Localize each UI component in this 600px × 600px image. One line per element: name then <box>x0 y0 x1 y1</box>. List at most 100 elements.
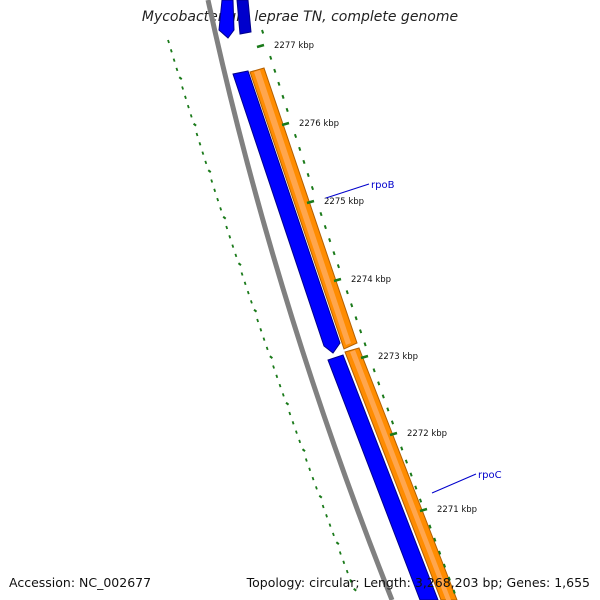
gene-feature-forward-2-highlight <box>350 350 451 600</box>
kbp-tick-mark <box>360 354 369 360</box>
backbone-line <box>205 0 395 600</box>
rpoC-leader-line <box>431 473 477 494</box>
minor-tick <box>319 212 323 217</box>
dotted-track-mark <box>315 486 318 490</box>
genome-summary-text: Topology: circular; Length: 3,268,203 bp… <box>246 575 590 590</box>
dotted-track-mark <box>175 67 179 72</box>
dotted-track-mark <box>304 458 308 462</box>
gene-label-rpoC: rpoC <box>478 470 502 481</box>
dotted-track-mark <box>201 151 205 155</box>
minor-tick <box>442 563 447 568</box>
gene-feature-reverse-top-2 <box>236 0 252 35</box>
minor-tick <box>285 107 289 112</box>
kbp-tick-label: 2272 kbp <box>407 429 447 439</box>
dotted-track-mark <box>353 587 357 592</box>
dotted-track-mark <box>178 76 183 80</box>
minor-tick <box>381 394 385 399</box>
kbp-tick-label: 2277 kbp <box>274 41 314 51</box>
dotted-track-mark <box>213 188 217 193</box>
kbp-tick-mark <box>281 121 290 127</box>
dotted-track-mark <box>318 494 323 499</box>
dotted-track-mark <box>240 272 244 276</box>
dotted-track-mark <box>301 448 306 452</box>
gene-feature-reverse-1 <box>232 70 341 354</box>
dotted-track-mark <box>243 281 247 286</box>
dotted-track-mark <box>210 179 214 183</box>
minor-tick <box>419 498 423 503</box>
minor-tick <box>377 381 381 386</box>
gene-label-rpoB: rpoB <box>371 180 395 191</box>
kbp-tick-label: 2271 kbp <box>437 505 477 515</box>
dotted-track-mark <box>186 104 190 109</box>
minor-tick <box>345 290 349 295</box>
dotted-track-mark <box>246 290 250 295</box>
dotted-track-mark <box>204 160 208 165</box>
minor-tick <box>302 159 306 165</box>
dotted-track-mark <box>321 504 325 509</box>
minor-tick <box>359 329 363 334</box>
dotted-track-mark <box>335 541 340 545</box>
dotted-track-mark <box>349 579 353 583</box>
minor-tick <box>277 81 281 86</box>
minor-tick <box>298 146 302 152</box>
kbp-tick-label: 2276 kbp <box>299 119 339 129</box>
dotted-track-mark <box>278 383 282 388</box>
dotted-track-mark <box>295 430 298 434</box>
dotted-track-mark <box>342 560 346 565</box>
kbp-tick-mark <box>419 507 428 513</box>
dotted-track-mark <box>192 122 197 127</box>
dotted-track-mark <box>345 569 349 574</box>
dotted-track-mark <box>234 253 238 258</box>
dotted-track-mark <box>298 439 302 444</box>
minor-tick <box>310 185 314 191</box>
minor-tick <box>281 94 285 99</box>
minor-tick <box>269 55 273 60</box>
kbp-tick-mark <box>256 43 265 49</box>
dotted-track-mark <box>291 421 295 425</box>
minor-tick <box>261 29 265 34</box>
kbp-tick-label: 2273 kbp <box>378 352 418 362</box>
dotted-track-mark <box>228 235 232 239</box>
minor-tick <box>350 303 354 308</box>
dotted-track-mark <box>181 86 184 90</box>
dotted-track-mark <box>308 467 312 472</box>
minor-tick <box>372 368 376 373</box>
dotted-track-mark <box>281 393 285 397</box>
dotted-track-mark <box>207 169 212 173</box>
minor-tick <box>428 524 432 529</box>
dotted-track-mark <box>219 207 223 211</box>
dotted-track-mark <box>189 114 193 118</box>
dotted-track-mark <box>262 337 266 341</box>
kbp-tick-label: 2274 kbp <box>351 275 391 285</box>
dotted-track-mark <box>231 244 235 248</box>
dotted-track-mark <box>265 346 269 351</box>
dotted-track-mark <box>259 328 263 332</box>
minor-tick <box>363 342 367 347</box>
kbp-tick-mark <box>333 277 342 283</box>
minor-tick <box>400 446 404 451</box>
dotted-track-mark <box>237 262 242 266</box>
minor-tick <box>293 133 298 139</box>
kbp-tick-mark <box>306 199 315 205</box>
dotted-track-mark <box>285 401 290 406</box>
dotted-track-mark <box>253 308 258 313</box>
dotted-track-mark <box>172 58 176 62</box>
minor-tick <box>447 576 451 581</box>
minor-tick <box>306 172 310 178</box>
reverse-strand-track <box>218 0 439 600</box>
minor-tick <box>452 589 456 594</box>
dotted-track-mark <box>222 215 227 220</box>
gene-feature-reverse-2 <box>327 354 439 600</box>
minor-tick <box>336 264 340 269</box>
dotted-track-mark <box>325 514 328 518</box>
rpoB-leader-line <box>325 183 370 199</box>
minor-tick <box>409 472 413 477</box>
kbp-scale: 2277 kbp 2276 kbp 2275 kbp 2274 kbp 2273 kbp… <box>256 29 477 594</box>
minor-tick <box>438 550 442 555</box>
minor-tick <box>404 459 408 464</box>
dotted-track-mark <box>275 374 279 379</box>
forward-strand-track <box>249 67 458 600</box>
minor-tick <box>386 407 390 412</box>
dotted-track-mark <box>272 365 275 369</box>
